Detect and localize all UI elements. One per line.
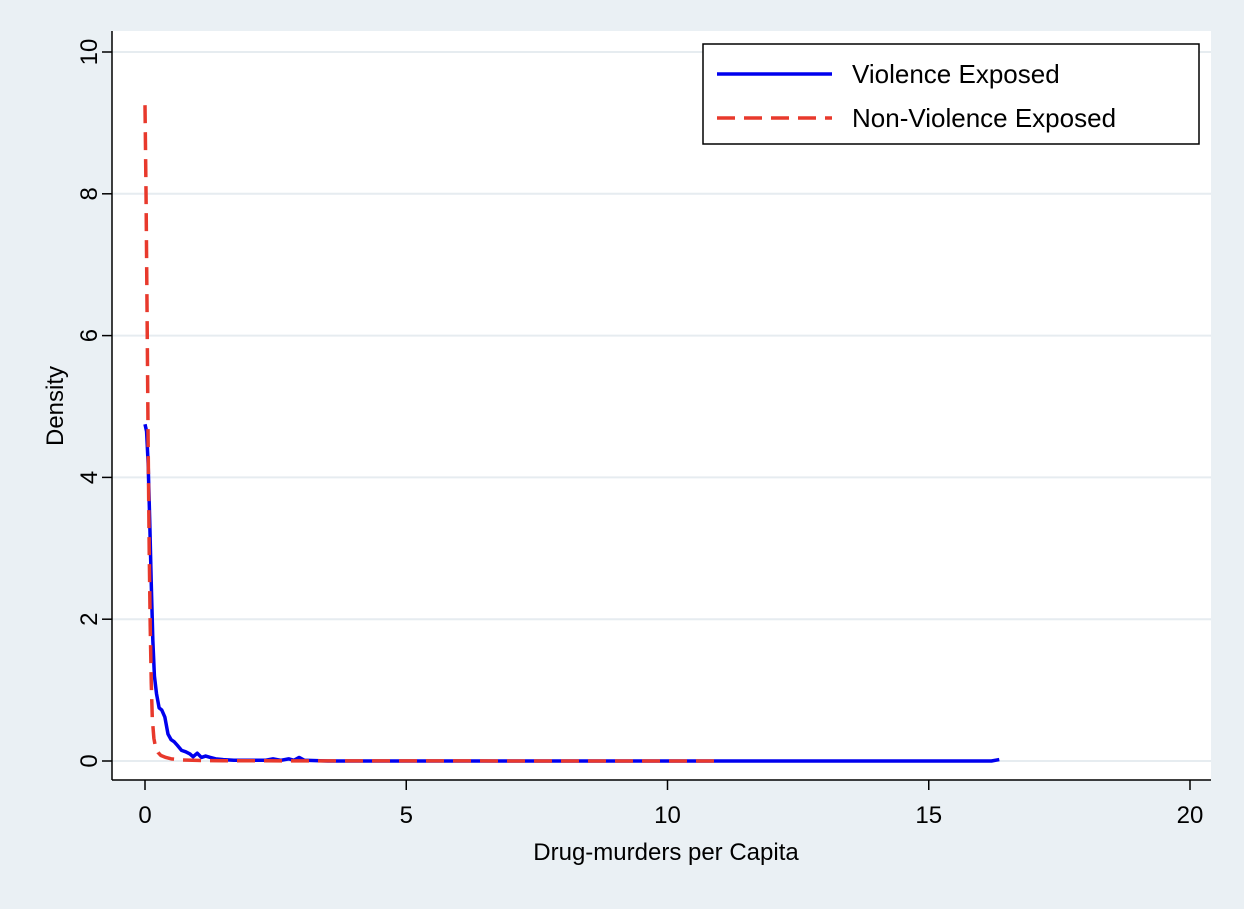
- y-tick-label: 0: [76, 754, 103, 767]
- legend-box: [702, 43, 1200, 145]
- y-tick-label: 6: [76, 329, 103, 342]
- x-tick-label: 5: [400, 802, 413, 829]
- x-tick-label: 0: [138, 802, 151, 829]
- axes: 0 2 4 6 8 10 0 5 10 15 20: [76, 31, 1211, 829]
- series-line-non-violence-exposed: [143, 105, 715, 763]
- plot-area: [112, 31, 1211, 780]
- legend-label-non-violence-exposed: Non-Violence Exposed: [852, 103, 1116, 133]
- x-axis-label: Drug-murders per Capita: [533, 839, 799, 866]
- series-lines: [143, 105, 1000, 763]
- y-tick-label: 4: [76, 471, 103, 484]
- legend-label-violence-exposed: Violence Exposed: [852, 59, 1060, 89]
- y-tick-label: 2: [76, 613, 103, 626]
- y-tick-label: 10: [76, 39, 103, 66]
- x-tick-label: 20: [1177, 802, 1204, 829]
- legend: Violence Exposed Non-Violence Exposed: [702, 43, 1200, 145]
- y-tick-label: 8: [76, 187, 103, 200]
- series-line-violence-exposed: [143, 423, 1000, 763]
- x-tick-label: 10: [654, 802, 681, 829]
- x-tick-label: 15: [915, 802, 942, 829]
- y-axis-label: Density: [42, 366, 69, 446]
